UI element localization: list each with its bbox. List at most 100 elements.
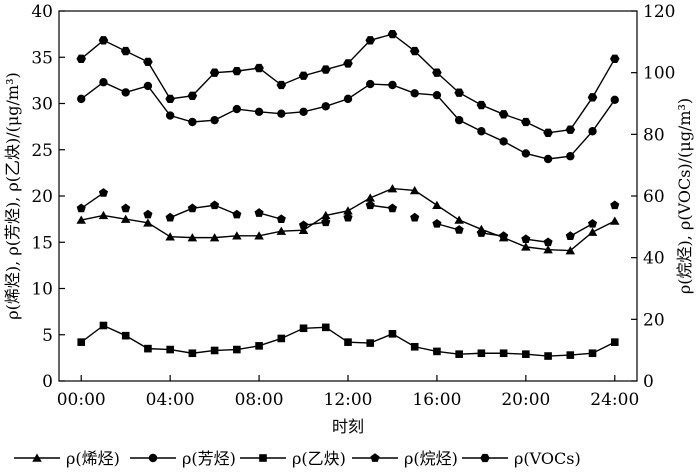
legend-item: ρ(烯烃)	[14, 449, 120, 468]
legend-label: ρ(烯烃)	[66, 449, 120, 468]
series-line	[169, 204, 238, 219]
right-tick-label: 40	[643, 249, 665, 269]
data-point	[276, 214, 286, 224]
data-point	[144, 344, 152, 353]
data-point	[343, 206, 353, 215]
data-point	[143, 218, 153, 227]
data-point	[277, 334, 286, 343]
data-point	[299, 107, 308, 117]
legend-label: ρ(烷烃)	[404, 449, 458, 468]
legend-label: ρ(芳烃)	[182, 449, 236, 468]
data-point	[432, 68, 442, 77]
data-point	[120, 214, 131, 223]
data-point	[565, 125, 576, 134]
data-point	[255, 342, 263, 350]
legend-label: ρ(VOCs)	[514, 449, 581, 468]
data-point	[143, 209, 153, 219]
left-tick-label: 25	[31, 141, 53, 161]
data-point	[454, 115, 464, 125]
legend-marker	[480, 453, 490, 463]
data-point	[543, 245, 553, 254]
data-point	[388, 330, 397, 338]
data-point	[410, 212, 420, 222]
data-point	[233, 345, 241, 354]
data-point	[454, 215, 464, 224]
left-tick-label: 35	[31, 48, 53, 68]
data-point	[209, 68, 220, 77]
data-point	[543, 154, 553, 164]
right-axis-title: ρ(烷烃), ρ(VOCs)/(μg/m³)	[675, 98, 694, 294]
data-point	[610, 95, 619, 105]
data-point	[410, 342, 419, 351]
data-point	[298, 71, 309, 80]
data-point	[187, 203, 197, 213]
data-point	[454, 225, 464, 234]
data-point	[610, 216, 620, 225]
data-point	[321, 217, 331, 227]
left-axis-ticks: 0 5 10 15 20 25 30 35 40	[31, 2, 65, 392]
data-point	[76, 203, 86, 213]
right-tick-label: 80	[643, 125, 665, 145]
data-point	[121, 331, 130, 340]
data-point	[343, 59, 353, 68]
right-tick-label: 0	[643, 372, 654, 392]
left-tick-label: 30	[31, 95, 53, 115]
data-point	[165, 94, 175, 104]
data-point	[98, 36, 109, 45]
left-tick-label: 15	[31, 233, 53, 253]
data-point	[610, 338, 619, 346]
data-point	[366, 339, 375, 347]
series-layer	[76, 29, 620, 360]
data-point	[387, 29, 398, 39]
legend-marker	[32, 453, 42, 462]
data-point	[276, 226, 287, 235]
data-point	[343, 94, 353, 104]
x-tick-label: 08:00	[235, 390, 284, 410]
data-point	[298, 220, 309, 230]
data-point	[409, 46, 420, 56]
data-point	[388, 80, 397, 90]
legend-label: ρ(乙炔)	[292, 449, 346, 468]
data-point	[276, 80, 287, 90]
data-point	[165, 111, 175, 120]
series-2	[77, 321, 619, 360]
data-point	[254, 63, 264, 73]
data-point	[566, 152, 575, 161]
data-point	[499, 349, 508, 358]
data-point	[365, 200, 375, 210]
left-tick-label: 40	[31, 2, 53, 22]
data-point	[365, 36, 376, 45]
data-point	[432, 218, 442, 228]
data-point	[365, 193, 375, 202]
data-point	[610, 200, 620, 210]
data-point	[165, 212, 175, 222]
right-tick-label: 20	[643, 310, 665, 330]
data-point	[232, 104, 242, 114]
data-point	[210, 200, 220, 210]
data-point	[209, 233, 220, 242]
right-tick-label: 120	[643, 2, 675, 22]
data-point	[99, 321, 108, 330]
data-point	[498, 110, 509, 119]
data-point	[210, 115, 219, 125]
data-point	[320, 65, 331, 74]
data-point	[254, 107, 264, 117]
series-1	[77, 78, 619, 164]
data-point	[232, 209, 242, 219]
right-axis-ticks: 0 20 40 60 80 100 120	[631, 2, 675, 392]
data-point	[454, 88, 464, 97]
series-line	[80, 81, 616, 160]
data-point	[587, 218, 598, 228]
data-point	[76, 215, 86, 224]
legend: ρ(烯烃) ρ(芳烃) ρ(乙炔) ρ(烷烃) ρ(VOCs)	[14, 449, 581, 468]
data-point	[543, 128, 553, 137]
x-tick-label: 24:00	[590, 390, 639, 410]
left-axis-title: ρ(烯烃), ρ(芳烃), ρ(乙炔)/(μg/m³)	[3, 72, 22, 320]
data-point	[321, 102, 330, 111]
x-tick-label: 16:00	[412, 390, 461, 410]
legend-item: ρ(VOCs)	[462, 449, 581, 468]
x-axis-ticks: 00:00 04:00 08:00 12:00 16:00 20:00 24:00	[57, 375, 639, 410]
data-point	[387, 203, 398, 213]
data-point	[232, 231, 242, 240]
data-point	[387, 184, 398, 193]
